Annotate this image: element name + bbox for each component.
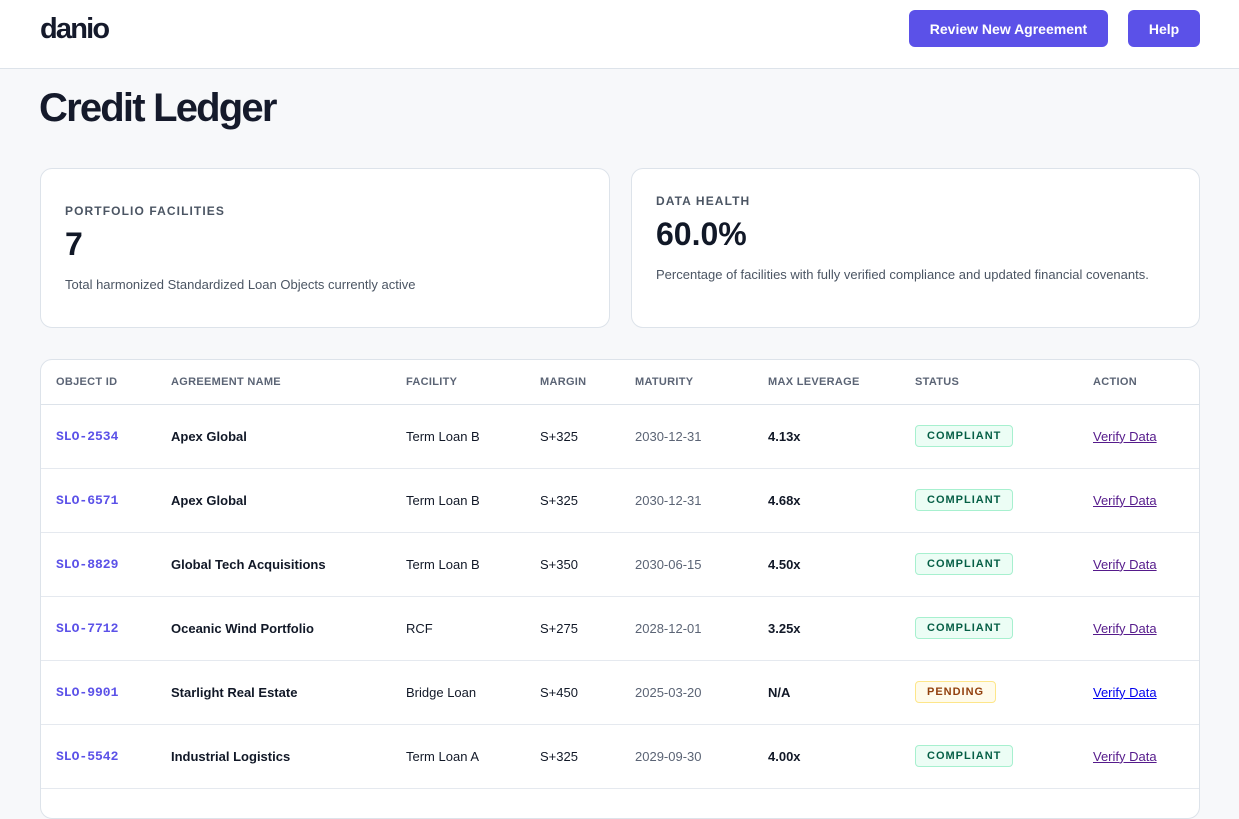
portfolio-facilities-card: PORTFOLIO FACILITIES 7 Total harmonized … [40,168,610,328]
data-health-card: DATA HEALTH 60.0% Percentage of faciliti… [631,168,1200,328]
column-header: AGREEMENT NAME [171,360,406,405]
status-badge: PENDING [915,681,997,703]
agreement-name: Global Tech Acquisitions [171,556,326,572]
status-badge: COMPLIANT [915,745,1014,767]
margin: S+325 [540,748,578,764]
agreement-name: Industrial Logistics [171,748,291,764]
logo[interactable]: danio [40,13,110,45]
object-id[interactable]: SLO-7712 [56,621,119,636]
status-badge: COMPLIANT [915,617,1014,639]
max-leverage: 4.00x [768,748,801,764]
column-header: OBJECT ID [41,360,171,405]
column-header: MARGIN [540,360,635,405]
column-header: FACILITY [406,360,540,405]
page-title: Credit Ledger [39,86,277,130]
table-row: SLO-7712 Oceanic Wind Portfolio RCF S+27… [41,596,1199,661]
agreement-name: Starlight Real Estate [171,684,298,700]
max-leverage: 3.25x [768,620,801,636]
margin: S+450 [540,684,578,700]
status-badge: COMPLIANT [915,425,1014,447]
object-id[interactable]: SLO-5542 [56,749,119,764]
max-leverage: 4.68x [768,492,801,508]
object-id[interactable]: SLO-9901 [56,685,119,700]
verify-data-link[interactable]: Verify Data [1093,428,1157,444]
card-description: Percentage of facilities with fully veri… [656,267,1149,282]
column-header: MATURITY [635,360,768,405]
card-label: DATA HEALTH [656,194,751,208]
object-id[interactable]: SLO-2534 [56,429,119,444]
column-header: STATUS [915,360,1093,405]
agreement-name: Apex Global [171,428,247,444]
card-label: PORTFOLIO FACILITIES [65,204,225,218]
margin: S+275 [540,620,578,636]
verify-data-link[interactable]: Verify Data [1093,556,1157,572]
margin: S+325 [540,492,578,508]
table-row: SLO-9901 Starlight Real Estate Bridge Lo… [41,660,1199,725]
verify-data-link[interactable]: Verify Data [1093,492,1157,508]
help-button[interactable]: Help [1128,10,1200,47]
facility: Term Loan A [406,748,479,764]
review-new-agreement-button[interactable]: Review New Agreement [909,10,1108,47]
facility: Term Loan B [406,428,480,444]
facility: Bridge Loan [406,684,477,700]
status-badge: COMPLIANT [915,553,1014,575]
table-row: SLO-6571 Apex Global Term Loan B S+325 2… [41,468,1199,533]
maturity: 2028-12-01 [635,620,702,636]
facility: RCF [406,620,433,636]
card-value: 7 [65,226,83,262]
maturity: 2029-09-30 [635,748,702,764]
top-header: danio Review New Agreement Help [0,0,1239,69]
maturity: 2030-12-31 [635,428,702,444]
table-row: SLO-8829 Global Tech Acquisitions Term L… [41,532,1199,597]
table-header-row: OBJECT ID AGREEMENT NAME FACILITY MARGIN MAT… [41,360,1199,405]
margin: S+350 [540,556,578,572]
max-leverage: 4.13x [768,428,801,444]
facility: Term Loan B [406,556,480,572]
column-header: ACTION [1093,360,1199,405]
ledger-table: OBJECT ID AGREEMENT NAME FACILITY MARGIN MAT… [40,359,1200,819]
max-leverage: 4.50x [768,556,801,572]
agreement-name: Oceanic Wind Portfolio [171,620,314,636]
object-id[interactable]: SLO-8829 [56,557,119,572]
maturity: 2030-12-31 [635,492,702,508]
card-description: Total harmonized Standardized Loan Objec… [65,277,416,292]
margin: S+325 [540,428,578,444]
table-row: SLO-2534 Apex Global Term Loan B S+325 2… [41,404,1199,469]
card-value: 60.0% [656,216,747,252]
column-header: MAX LEVERAGE [768,360,915,405]
agreement-name: Apex Global [171,492,247,508]
facility: Term Loan B [406,492,480,508]
verify-data-link[interactable]: Verify Data [1093,748,1157,764]
maturity: 2030-06-15 [635,556,702,572]
verify-data-link[interactable]: Verify Data [1093,620,1157,636]
object-id[interactable]: SLO-6571 [56,493,119,508]
status-badge: COMPLIANT [915,489,1014,511]
verify-data-link[interactable]: Verify Data [1093,684,1157,700]
table-row: SLO-5542 Industrial Logistics Term Loan … [41,724,1199,789]
maturity: 2025-03-20 [635,684,702,700]
max-leverage: N/A [768,684,791,700]
